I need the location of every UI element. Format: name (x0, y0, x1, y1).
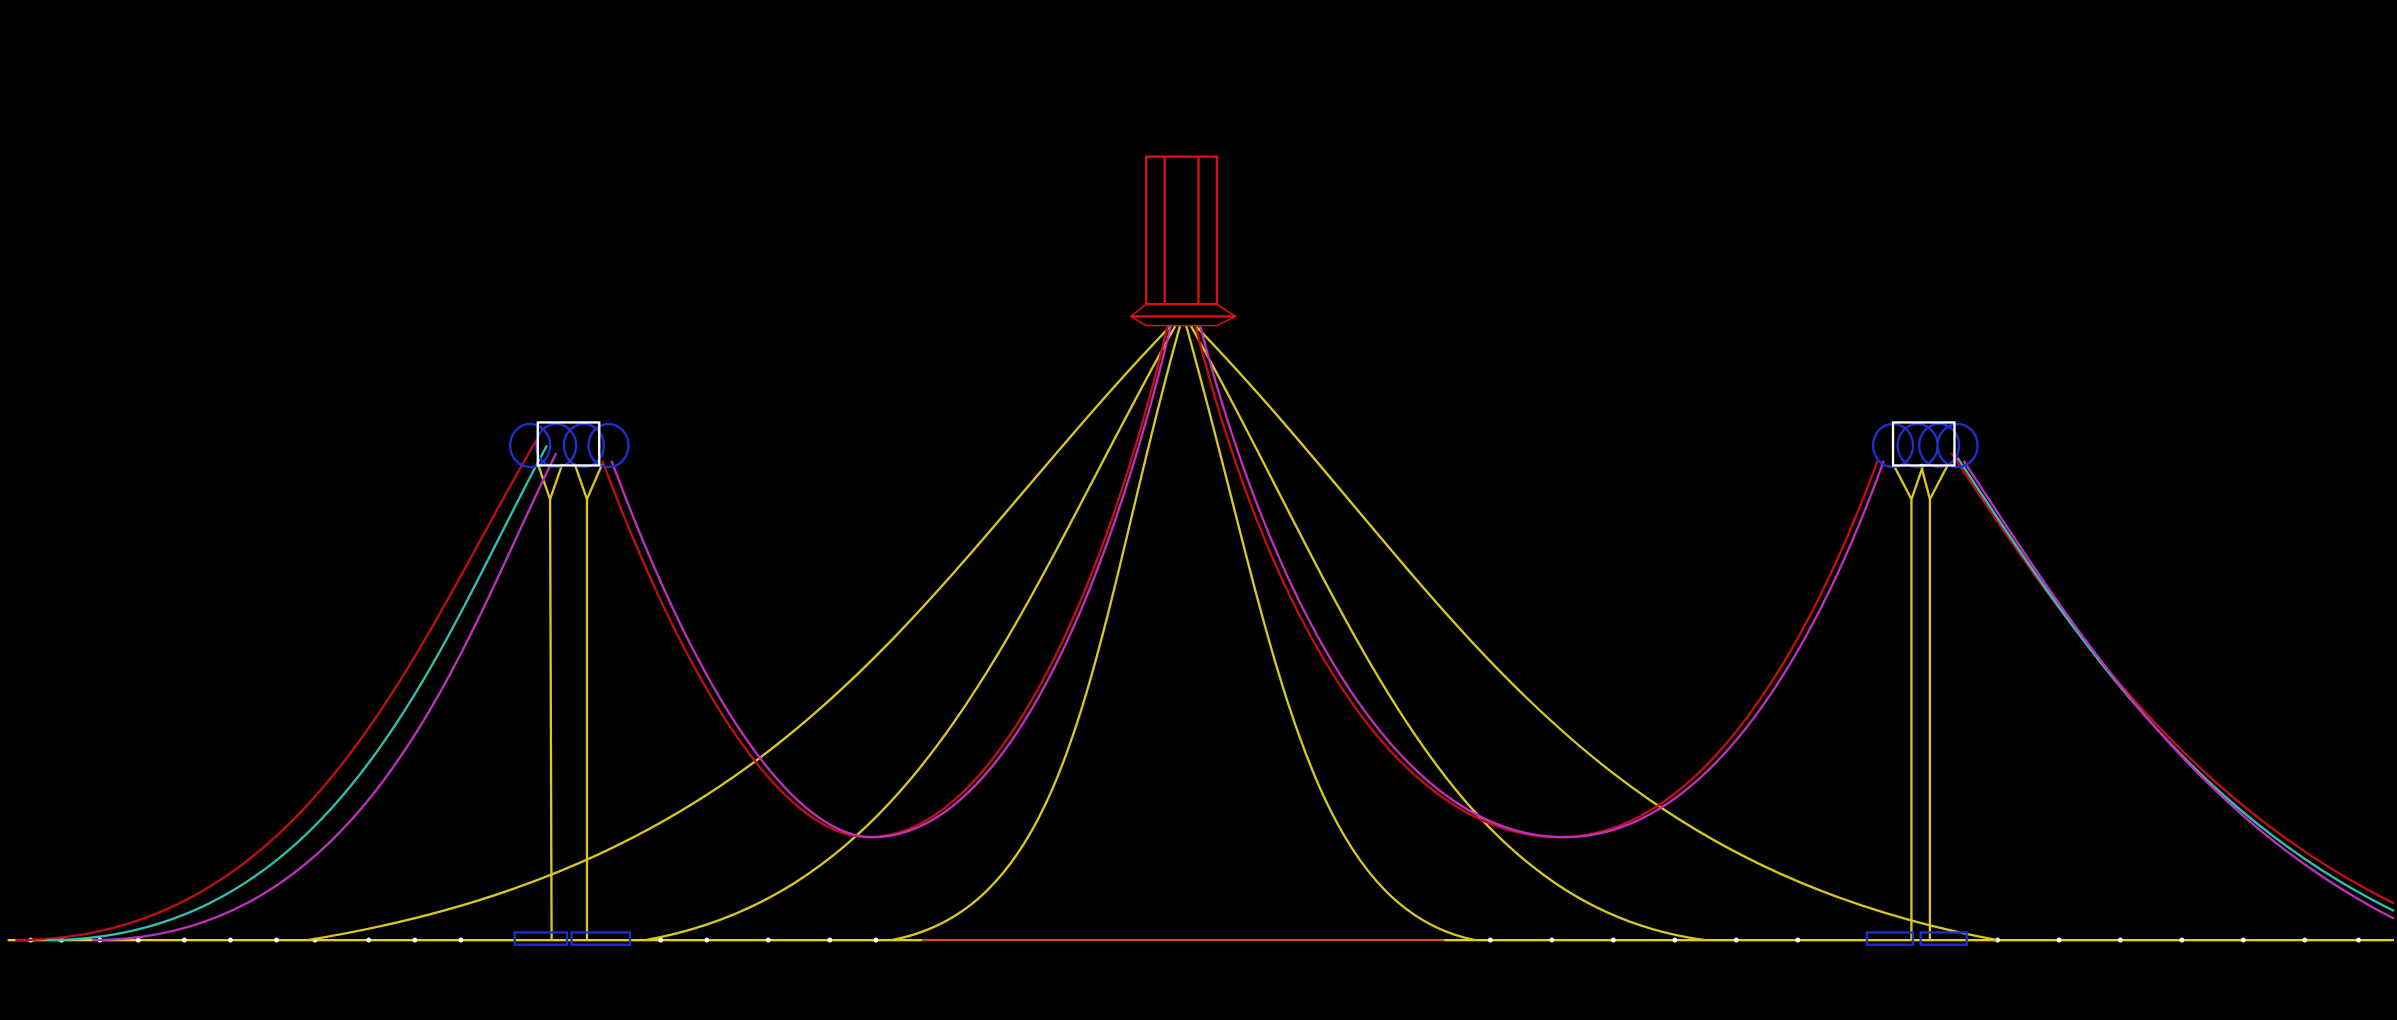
catenary-cyan (46, 445, 547, 940)
catenary-red (15, 438, 537, 940)
catenary-cyan (1958, 458, 2394, 911)
anchor (1921, 932, 1967, 944)
yellow-line (1186, 326, 1475, 940)
yellow-line (307, 326, 1171, 940)
buoy-cell (510, 424, 550, 467)
base (1131, 304, 1235, 326)
buoy-right (1873, 422, 1977, 467)
yellow-line (891, 326, 1180, 940)
tether-bridle (575, 464, 603, 499)
column (1146, 157, 1217, 304)
catenary-red (1195, 326, 1877, 838)
buoy-cell (588, 424, 628, 467)
anchor (1867, 932, 1913, 944)
anchor (515, 932, 567, 944)
buoy-cell (564, 424, 604, 467)
catenary-red (602, 326, 1167, 838)
tether-bridle (1921, 464, 1949, 499)
yellow-line (645, 326, 1175, 940)
central-structure (1131, 157, 1235, 326)
anchors (515, 932, 1967, 944)
catenary-red (1951, 453, 2394, 903)
anchor (572, 932, 630, 944)
catenary-magenta (1964, 461, 2394, 919)
catenary-magenta (612, 326, 1171, 838)
yellow-lines (307, 326, 1997, 940)
tether-bridle (1893, 464, 1924, 499)
buoy-cell (1898, 424, 1938, 467)
catenary-magenta (1200, 326, 1884, 838)
tether (550, 499, 552, 940)
catenary-magenta (92, 453, 556, 940)
buoy-left (510, 422, 628, 467)
buoy-cell (1919, 424, 1959, 467)
